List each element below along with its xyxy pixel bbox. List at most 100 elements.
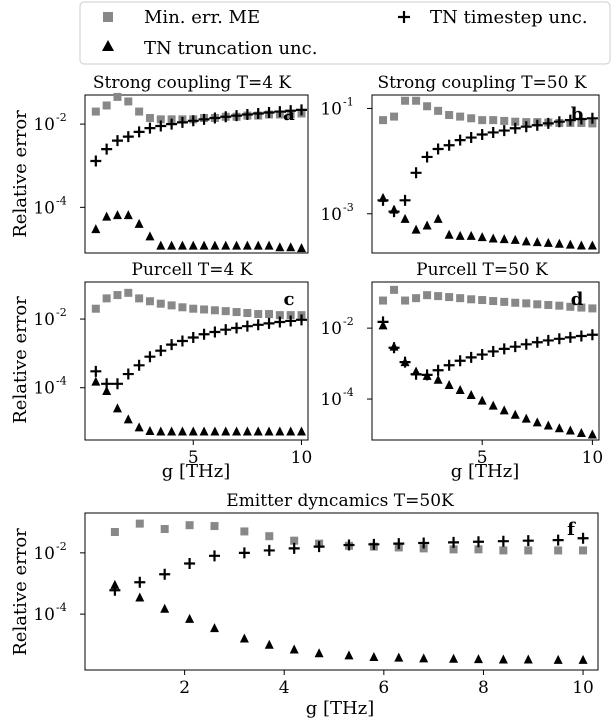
- legend-square-marker: [103, 12, 113, 22]
- panel-f-points: [109, 519, 589, 664]
- point-min-err: [401, 296, 410, 305]
- point-truncation: [253, 240, 263, 250]
- point-truncation: [112, 403, 122, 413]
- point-min-err: [243, 309, 252, 318]
- point-timestep: [443, 139, 455, 151]
- point-timestep: [144, 351, 156, 363]
- point-timestep: [231, 322, 243, 334]
- point-timestep: [166, 339, 178, 351]
- point-truncation: [419, 653, 429, 663]
- xtick-label: 8: [478, 678, 489, 698]
- point-timestep: [586, 329, 598, 341]
- point-timestep: [421, 151, 433, 163]
- ytick-exponent: -2: [343, 315, 354, 328]
- point-timestep: [497, 535, 509, 547]
- panel-f-ticks: 10 -410 -22 4 6 8 10: [33, 540, 594, 698]
- point-truncation: [400, 213, 410, 223]
- point-truncation: [369, 651, 379, 661]
- point-timestep: [285, 315, 297, 327]
- point-truncation: [433, 374, 443, 384]
- point-truncation: [510, 234, 520, 244]
- point-min-err: [423, 102, 432, 111]
- point-min-err: [467, 295, 476, 304]
- point-min-err: [124, 97, 133, 106]
- point-min-err: [456, 112, 465, 121]
- ytick-label: 10: [320, 99, 342, 119]
- point-truncation: [221, 426, 231, 436]
- ytick-exponent: -2: [56, 540, 67, 553]
- ytick-label: 10: [320, 390, 342, 410]
- ytick-label: 10: [320, 319, 342, 339]
- point-timestep: [155, 120, 167, 132]
- point-truncation: [232, 240, 242, 250]
- point-min-err: [511, 298, 520, 307]
- point-truncation: [221, 240, 231, 250]
- point-timestep: [487, 126, 499, 138]
- point-timestep: [575, 113, 587, 125]
- point-truncation: [523, 654, 533, 664]
- point-timestep: [454, 134, 466, 146]
- point-min-err: [412, 294, 421, 303]
- point-timestep: [552, 534, 564, 546]
- legend-label-truncation: TN truncation unc.: [144, 38, 317, 59]
- point-timestep: [487, 345, 499, 357]
- point-truncation: [286, 242, 296, 252]
- point-timestep: [498, 343, 510, 355]
- point-timestep: [101, 143, 113, 155]
- point-truncation: [455, 230, 465, 240]
- point-truncation: [521, 413, 531, 423]
- point-timestep: [252, 107, 264, 119]
- point-timestep: [209, 326, 221, 338]
- point-timestep: [209, 112, 221, 124]
- point-truncation: [444, 229, 454, 239]
- point-truncation: [123, 414, 133, 424]
- point-truncation: [102, 386, 112, 396]
- panel-d-ticks: 10 -410 -25 10: [320, 315, 603, 468]
- point-timestep: [288, 542, 300, 554]
- point-min-err: [449, 545, 458, 554]
- point-timestep: [144, 122, 156, 134]
- point-truncation: [242, 426, 252, 436]
- legend-label-timestep: TN timestep unc.: [430, 7, 588, 28]
- point-min-err: [145, 114, 154, 123]
- point-truncation: [587, 240, 597, 250]
- point-truncation: [297, 426, 307, 436]
- point-min-err: [265, 532, 274, 541]
- point-timestep: [122, 131, 134, 143]
- point-truncation: [145, 425, 155, 435]
- point-min-err: [379, 296, 388, 305]
- point-timestep: [176, 116, 188, 128]
- point-min-err: [467, 114, 476, 123]
- point-min-err: [588, 304, 597, 313]
- point-timestep: [176, 335, 188, 347]
- point-timestep: [90, 365, 102, 377]
- point-truncation: [565, 239, 575, 249]
- point-min-err: [167, 301, 176, 310]
- ylabel-middle: Relative error: [10, 296, 31, 424]
- panel-d-label: d: [571, 289, 584, 310]
- point-truncation: [160, 603, 170, 613]
- point-timestep: [220, 111, 232, 123]
- panel-b-label: b: [571, 104, 584, 125]
- point-truncation: [253, 426, 263, 436]
- point-timestep: [531, 119, 543, 131]
- point-min-err: [178, 303, 187, 312]
- point-min-err: [577, 303, 586, 312]
- point-min-err: [286, 311, 295, 320]
- point-timestep: [296, 314, 308, 326]
- point-timestep: [263, 544, 275, 556]
- point-timestep: [575, 330, 587, 342]
- panel-a-axes: [84, 94, 309, 254]
- panel-b-axes: [371, 94, 600, 254]
- point-truncation: [102, 211, 112, 221]
- point-timestep: [187, 332, 199, 344]
- point-timestep: [241, 320, 253, 332]
- point-min-err: [489, 297, 498, 306]
- point-truncation: [466, 230, 476, 240]
- point-timestep: [520, 121, 532, 133]
- point-truncation: [444, 379, 454, 389]
- point-min-err: [290, 536, 299, 545]
- point-timestep: [198, 328, 210, 340]
- panel-d-xlabel: g [THz]: [451, 461, 519, 482]
- point-min-err: [160, 525, 169, 534]
